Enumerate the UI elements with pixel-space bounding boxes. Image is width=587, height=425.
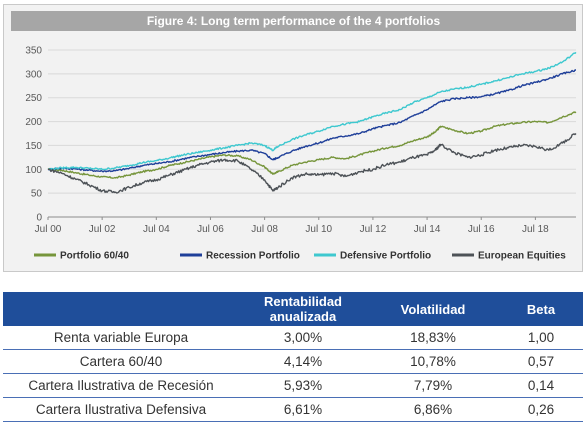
row-volatilidad: 7,79% <box>367 373 499 398</box>
row-name: Cartera Ilustrativa Defensiva <box>3 397 239 422</box>
row-beta: 0,14 <box>499 373 583 398</box>
row-beta: 0,57 <box>499 349 583 374</box>
row-rentabilidad: 6,61% <box>239 397 367 422</box>
row-volatilidad: 10,78% <box>367 349 499 374</box>
table-header-row: Rentabilidad anualizada Volatilidad Beta <box>3 292 583 326</box>
x-tick-label: Jul 06 <box>197 224 224 235</box>
chart-panel: Figure 4: Long term performance of the 4… <box>3 4 583 272</box>
row-beta: 1,00 <box>499 326 583 350</box>
row-name: Renta variable Europa <box>3 326 239 350</box>
row-rentabilidad: 3,00% <box>239 326 367 350</box>
line-chart: 0 50 100 150 200 250 300 350 Jul 00 Jul 02 Jul 04 J… <box>25 46 577 262</box>
y-tick-label: 300 <box>25 69 42 80</box>
y-tick-label: 150 <box>25 141 42 152</box>
table-row: Cartera 60/40 4,14% 10,78% 0,57 <box>3 349 583 374</box>
header-volatilidad: Volatilidad <box>367 292 499 326</box>
x-tick-label: Jul 14 <box>414 224 441 235</box>
x-tick-label: Jul 12 <box>360 224 387 235</box>
x-tick-label: Jul 04 <box>143 224 170 235</box>
row-beta: 0,26 <box>499 397 583 422</box>
header-beta: Beta <box>499 292 583 326</box>
row-rentabilidad: 4,14% <box>239 349 367 374</box>
chart-title: Figure 4: Long term performance of the 4… <box>11 11 576 31</box>
y-tick-label: 0 <box>36 213 42 224</box>
series-line-defensive-portfolio <box>47 51 577 171</box>
x-tick-label: Jul 00 <box>35 224 62 235</box>
y-tick-label: 200 <box>25 117 42 128</box>
row-rentabilidad: 5,93% <box>239 373 367 398</box>
row-name: Cartera 60/40 <box>3 349 239 374</box>
performance-table: Rentabilidad anualizada Volatilidad Beta… <box>3 292 583 422</box>
series-line-recession-portfolio <box>47 69 576 173</box>
y-tick-label: 50 <box>31 189 43 200</box>
row-volatilidad: 18,83% <box>367 326 499 350</box>
table-row: Cartera Ilustrativa Defensiva 6,61% 6,86… <box>3 397 583 422</box>
header-name <box>3 292 239 326</box>
series-line-portfolio-60-40 <box>47 111 577 179</box>
x-tick-label: Jul 08 <box>251 224 278 235</box>
table-row: Cartera Ilustrativa de Recesión 5,93% 7,… <box>3 373 583 398</box>
y-tick-label: 250 <box>25 93 42 104</box>
legend-label: European Equities <box>478 251 566 262</box>
legend-label: Recession Portfolio <box>206 251 300 262</box>
header-rentabilidad: Rentabilidad anualizada <box>239 292 367 326</box>
row-name: Cartera Ilustrativa de Recesión <box>3 373 239 398</box>
y-tick-label: 100 <box>25 165 42 176</box>
x-tick-label: Jul 02 <box>89 224 116 235</box>
legend-label: Portfolio 60/40 <box>60 251 129 262</box>
row-volatilidad: 6,86% <box>367 397 499 422</box>
table-row: Renta variable Europa 3,00% 18,83% 1,00 <box>3 326 583 350</box>
x-tick-label: Jul 16 <box>468 224 495 235</box>
x-tick-label: Jul 18 <box>522 224 549 235</box>
x-tick-label: Jul 10 <box>305 224 332 235</box>
y-tick-label: 350 <box>25 46 42 57</box>
legend-label: Defensive Portfolio <box>340 251 431 262</box>
series-line-european-equities <box>48 133 577 194</box>
